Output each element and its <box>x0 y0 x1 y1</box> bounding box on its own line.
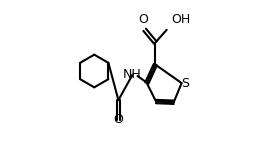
Text: S: S <box>181 77 189 90</box>
Text: NH: NH <box>123 68 142 81</box>
Text: O: O <box>138 12 148 26</box>
Text: O: O <box>113 113 123 126</box>
Text: OH: OH <box>171 12 190 26</box>
